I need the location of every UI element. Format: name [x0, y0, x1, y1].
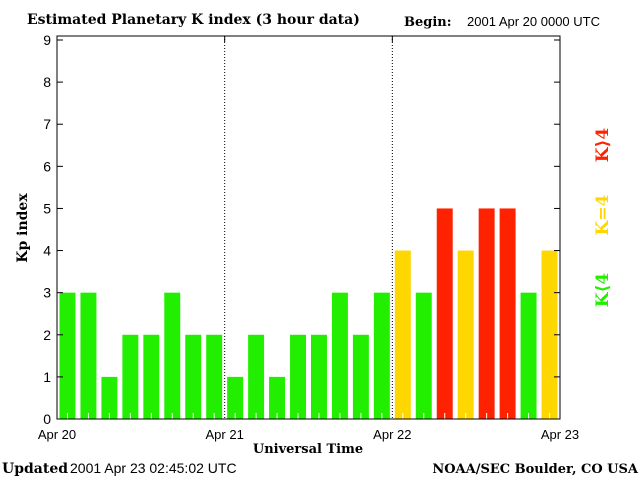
bar — [227, 376, 244, 419]
y-axis-label: Kp index — [15, 193, 31, 263]
bar — [164, 292, 181, 419]
y-tick-label: 8 — [43, 74, 51, 90]
bar — [373, 292, 390, 419]
y-tick-label: 7 — [43, 116, 51, 132]
bar — [59, 292, 76, 419]
bar — [143, 334, 160, 419]
bar — [206, 334, 223, 419]
bar — [394, 250, 411, 419]
bar — [122, 334, 139, 419]
y-tick-label: 0 — [43, 411, 51, 427]
legend: K⟨4 K=4 K⟩4 — [593, 128, 613, 308]
y-tick-label: 5 — [43, 200, 51, 216]
bar — [248, 334, 265, 419]
bar — [101, 376, 118, 419]
x-axis-label: Universal Time — [253, 442, 363, 457]
x-tick-label: Apr 22 — [373, 427, 411, 442]
chart-title: Estimated Planetary K index (3 hour data… — [27, 12, 360, 28]
updated-value: 2001 Apr 23 02:45:02 UTC — [70, 460, 237, 476]
bar — [499, 208, 516, 419]
bars — [59, 208, 558, 419]
y-tick-label: 2 — [43, 327, 51, 343]
plot-frame — [56, 35, 561, 420]
legend-item: K⟩4 — [593, 128, 613, 163]
bar — [436, 208, 453, 419]
x-tick-label: Apr 21 — [206, 427, 244, 442]
bar — [352, 334, 369, 419]
bar — [541, 250, 558, 419]
bar — [269, 376, 286, 419]
x-tick-label: Apr 23 — [541, 427, 579, 442]
legend-item: K⟨4 — [593, 273, 613, 308]
source-label: NOAA/SEC Boulder, CO USA — [432, 462, 639, 477]
axes: 0 1 2 3 4 5 6 7 8 9 Apr 20 Apr 21 Apr 22 Apr 23 — [38, 32, 579, 442]
legend-item: K=4 — [593, 194, 613, 235]
bar — [415, 292, 432, 419]
bar — [331, 292, 348, 419]
y-tick-label: 6 — [43, 158, 51, 174]
y-tick-label: 9 — [43, 32, 51, 48]
bar — [80, 292, 97, 419]
begin-value: 2001 Apr 20 0000 UTC — [467, 14, 600, 29]
x-tick-label: Apr 20 — [38, 427, 76, 442]
y-tick-label: 4 — [43, 243, 51, 259]
y-tick-label: 1 — [43, 369, 51, 385]
bar — [290, 334, 306, 419]
bar — [457, 250, 474, 419]
bar — [478, 208, 495, 419]
updated-label: Updated — [2, 461, 68, 477]
bar — [185, 334, 202, 419]
bar — [520, 292, 537, 419]
bar — [311, 334, 327, 419]
begin-label: Begin: — [404, 15, 452, 30]
y-tick-label: 3 — [43, 285, 51, 301]
